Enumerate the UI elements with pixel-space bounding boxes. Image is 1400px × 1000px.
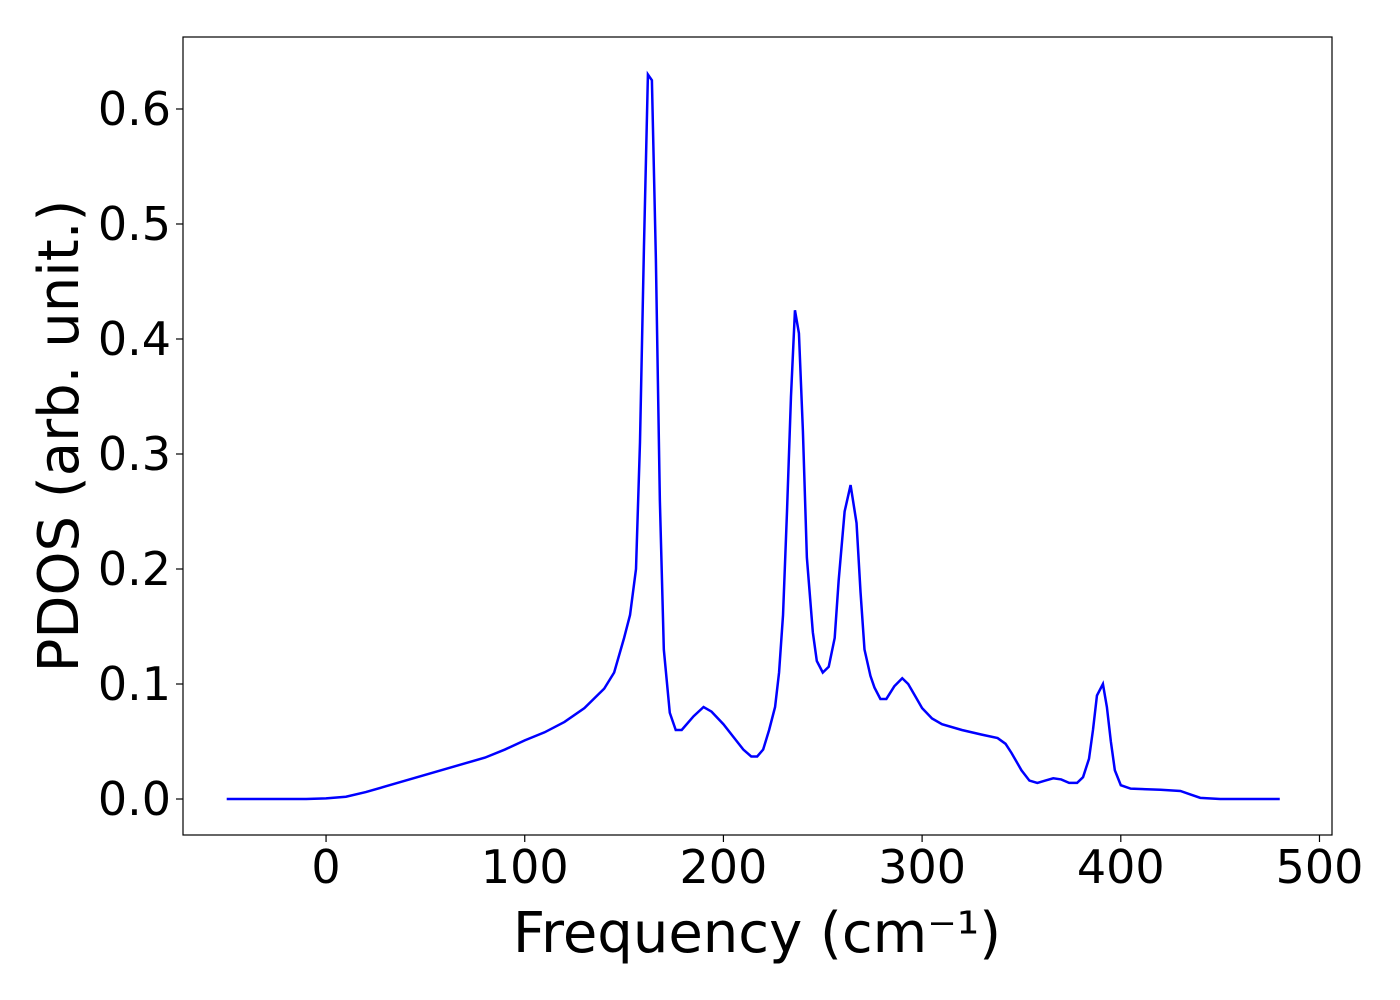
x-tick-label: 100 xyxy=(481,840,569,894)
y-tick-label: 0.3 xyxy=(98,427,171,481)
x-tick-label: 500 xyxy=(1276,840,1364,894)
line-series xyxy=(226,70,1280,801)
y-tick-label: 0.2 xyxy=(98,542,171,596)
y-axis-label: PDOS (arb. unit.) xyxy=(27,200,92,673)
y-tick-label: 0.1 xyxy=(98,657,171,711)
x-tick-label: 400 xyxy=(1077,840,1165,894)
y-tick-label: 0.6 xyxy=(98,82,171,136)
plot-frame xyxy=(182,36,1333,836)
y-tick-label: 0.0 xyxy=(98,772,171,826)
x-tick-label: 200 xyxy=(680,840,768,894)
x-tick-label: 300 xyxy=(878,840,966,894)
y-tick-label: 0.4 xyxy=(98,312,171,366)
x-tick-label: 0 xyxy=(311,840,340,894)
x-axis-label: Frequency (cm⁻¹) xyxy=(513,901,1001,966)
y-tick-label: 0.5 xyxy=(98,197,171,251)
